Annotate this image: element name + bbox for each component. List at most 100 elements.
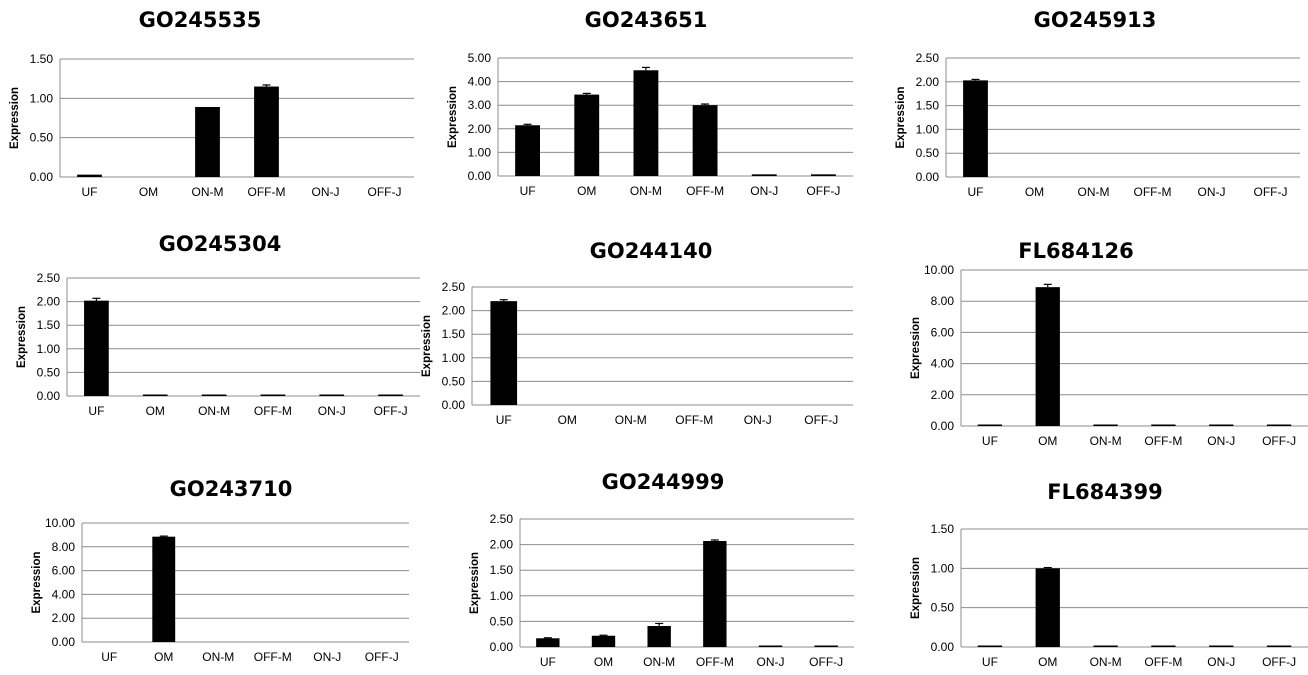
- y-tick-label: 4.00: [468, 75, 492, 89]
- bar: [378, 394, 403, 396]
- y-tick-label: 1.50: [931, 522, 955, 536]
- y-tick-label: 1.00: [490, 589, 514, 603]
- y-tick-label: 2.00: [37, 295, 61, 309]
- bar: [195, 106, 220, 177]
- y-tick-label: 8.00: [52, 540, 76, 554]
- chart-title: GO245913: [1033, 8, 1157, 32]
- bar: [260, 394, 286, 396]
- y-tick-label: 3.00: [468, 98, 492, 112]
- y-tick-label: 0.50: [37, 365, 61, 379]
- y-tick-label: 5.00: [468, 51, 492, 65]
- x-tick-label: OFF-J: [1262, 434, 1296, 448]
- y-tick-label: 2.00: [916, 75, 940, 89]
- y-axis-label: Expression: [910, 317, 922, 379]
- x-tick-label: OFF-J: [1262, 655, 1296, 669]
- x-tick-label: UF: [968, 185, 984, 199]
- bar: [319, 394, 345, 396]
- y-tick-label: 2.00: [468, 122, 492, 136]
- bar: [536, 638, 560, 647]
- y-tick-label: 2.50: [442, 280, 466, 294]
- y-tick-label: 0.00: [442, 398, 466, 412]
- y-axis-label: Expression: [9, 87, 21, 149]
- bar: [254, 86, 279, 177]
- x-tick-label: ON-J: [744, 413, 772, 427]
- y-tick-label: 1.50: [916, 99, 940, 113]
- bar: [633, 70, 659, 176]
- bar: [647, 626, 671, 647]
- x-tick-label: OM: [558, 413, 577, 427]
- bar: [1209, 424, 1234, 426]
- x-tick-label: ON-J: [318, 404, 346, 418]
- y-tick-label: 0.00: [931, 419, 955, 433]
- chart-plot: 0.00 2.00 4.00 6.00 8.00 10.00 UF OM ON-M OFF-M ON…: [31, 516, 409, 664]
- x-tick-label: OM: [577, 184, 596, 198]
- bar: [977, 424, 1003, 426]
- x-tick-label: ON-M: [1090, 434, 1122, 448]
- x-tick-label: ON-M: [202, 650, 234, 664]
- x-tick-label: OFF-J: [809, 655, 843, 669]
- x-tick-label: UF: [982, 434, 998, 448]
- y-tick-label: 4.00: [52, 587, 76, 601]
- x-tick-label: ON-J: [750, 184, 778, 198]
- x-tick-label: ON-M: [643, 655, 675, 669]
- bar: [84, 300, 109, 396]
- bar: [1035, 287, 1060, 426]
- y-tick-label: 2.00: [490, 538, 514, 552]
- y-tick-label: 6.00: [52, 564, 76, 578]
- x-tick-label: OFF-J: [1254, 185, 1288, 199]
- y-tick-label: 1.00: [468, 145, 492, 159]
- chart-title: GO245535: [138, 8, 262, 32]
- y-tick-label: 6.00: [931, 325, 955, 339]
- x-tick-label: UF: [101, 650, 117, 664]
- x-tick-label: ON-M: [198, 404, 230, 418]
- y-tick-label: 1.00: [931, 561, 955, 575]
- bar: [77, 174, 102, 177]
- bar: [963, 80, 988, 177]
- x-tick-label: ON-M: [1090, 655, 1122, 669]
- x-tick-label: OFF-J: [374, 404, 408, 418]
- x-tick-label: ON-J: [313, 650, 341, 664]
- y-tick-label: 1.00: [30, 91, 54, 105]
- bar: [758, 645, 783, 647]
- y-tick-label: 2.50: [37, 271, 61, 285]
- x-tick-label: OFF-M: [254, 404, 292, 418]
- y-tick-label: 0.00: [30, 170, 54, 184]
- x-tick-label: ON-J: [1207, 655, 1235, 669]
- x-tick-label: ON-M: [192, 185, 224, 199]
- x-tick-label: ON-M: [1078, 185, 1110, 199]
- bar: [490, 301, 518, 405]
- bar: [152, 536, 176, 642]
- bar: [1151, 424, 1176, 426]
- y-tick-label: 10.00: [924, 263, 954, 277]
- y-tick-label: 0.50: [916, 146, 940, 160]
- y-tick-label: 0.50: [30, 131, 54, 145]
- x-tick-label: OFF-M: [248, 185, 286, 199]
- chart-title: GO244140: [589, 239, 713, 263]
- y-axis-label: Expression: [469, 552, 481, 614]
- y-tick-label: 0.50: [931, 601, 955, 615]
- y-tick-label: 1.50: [37, 318, 61, 332]
- x-tick-label: OFF-M: [1134, 185, 1172, 199]
- chart-plot: 0.00 0.50 1.00 1.50 UF OM ON-M OFF-M ON-J OFF-J Ex…: [9, 52, 414, 199]
- bar: [1035, 568, 1060, 647]
- x-tick-label: ON-J: [1198, 185, 1226, 199]
- chart-title: GO243710: [169, 477, 293, 501]
- bar: [703, 541, 727, 647]
- chart-plot: 0.00 0.50 1.00 1.50 2.00 2.50 UF OM ON-M OFF-M ON-…: [895, 51, 1300, 199]
- y-tick-label: 2.50: [916, 51, 940, 65]
- y-axis-label: Expression: [910, 557, 922, 619]
- y-tick-label: 1.50: [30, 52, 54, 66]
- bar: [1093, 424, 1118, 426]
- chart-plot: 0.00 0.50 1.00 1.50 2.00 2.50 UF OM ON-M OFF-M ON-…: [469, 512, 854, 669]
- y-tick-label: 0.00: [916, 170, 940, 184]
- x-tick-label: ON-J: [312, 185, 340, 199]
- y-tick-label: 10.00: [45, 516, 75, 530]
- chart-title: GO245304: [158, 232, 282, 256]
- chart-plot: 0.00 2.00 4.00 6.00 8.00 10.00 UF OM ON-M OFF-M ON…: [910, 263, 1308, 448]
- y-tick-label: 0.50: [490, 614, 514, 628]
- y-tick-label: 0.00: [52, 635, 76, 649]
- y-tick-label: 2.00: [931, 388, 955, 402]
- y-tick-label: 2.00: [52, 611, 76, 625]
- x-tick-label: OFF-M: [254, 650, 292, 664]
- y-tick-label: 1.50: [490, 563, 514, 577]
